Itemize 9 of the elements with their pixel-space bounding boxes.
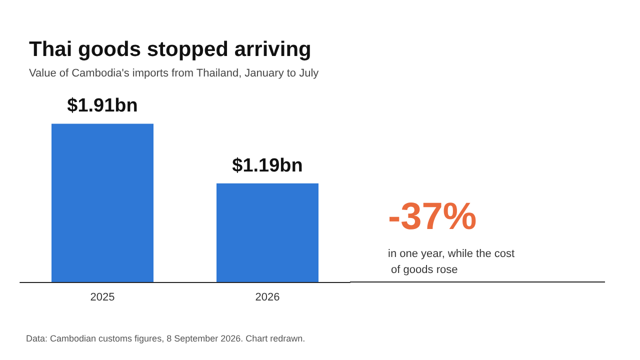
text: -37% bbox=[388, 196, 477, 238]
data-label: $1.19bn bbox=[232, 155, 303, 176]
chart-title: Thai goods stopped arriving bbox=[29, 38, 312, 61]
text: in one year, while the cost of goods rose bbox=[388, 248, 515, 276]
chart-subtitle: Value of Cambodia's imports from Thailand, January to July bbox=[29, 68, 320, 80]
text: Data: Cambodian customs figures, 8 September 2026. Chart redrawn. bbox=[26, 334, 306, 344]
x-tick-label: 2026 bbox=[255, 292, 280, 304]
data-label: $1.91bn bbox=[67, 96, 138, 117]
x-tick-label: 2025 bbox=[90, 292, 115, 304]
